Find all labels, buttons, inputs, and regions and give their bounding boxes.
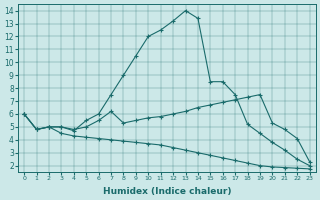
X-axis label: Humidex (Indice chaleur): Humidex (Indice chaleur) [103,187,231,196]
